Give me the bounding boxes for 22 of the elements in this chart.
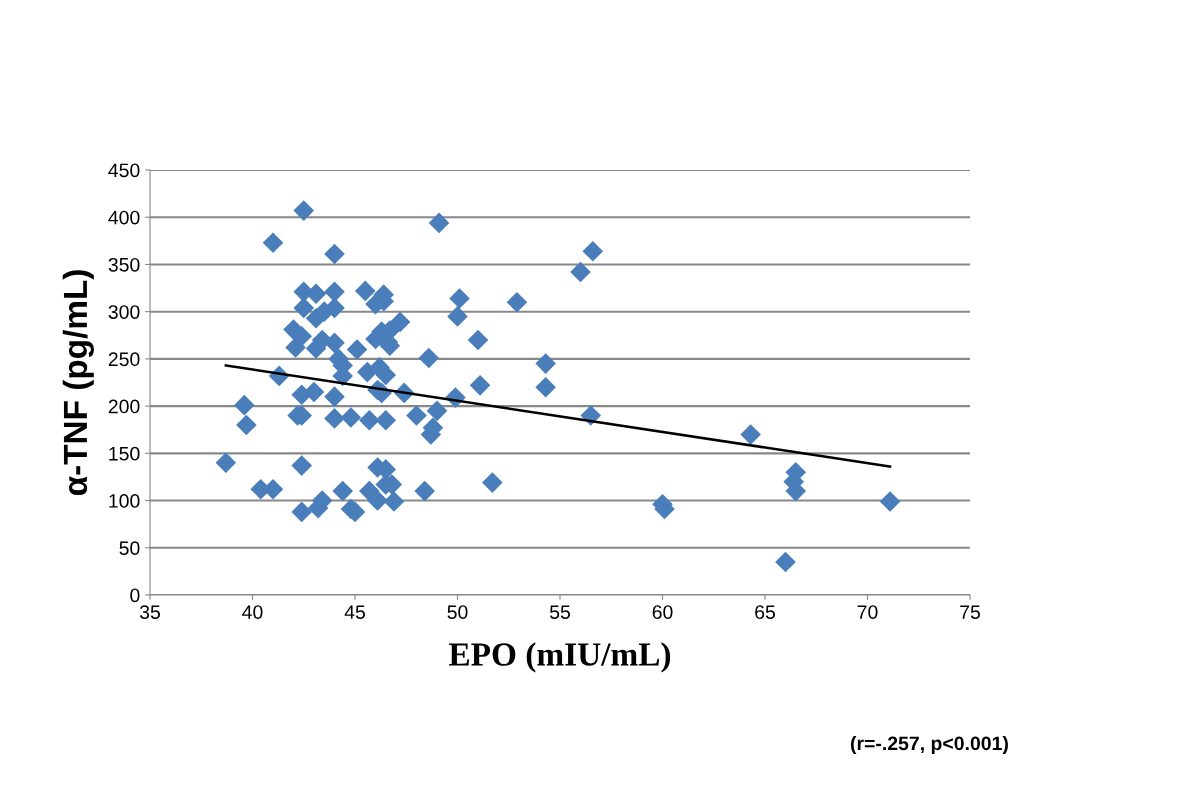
y-tick-label: 450 [108, 163, 140, 178]
y-tick-label: 400 [108, 210, 140, 225]
x-tick-label: 70 [857, 605, 878, 619]
x-tick-label: 65 [755, 605, 775, 619]
x-tick-label: 35 [139, 605, 160, 619]
y-axis-title: α-TNF (pg/mL) [62, 270, 94, 496]
y-tick-label: 50 [119, 541, 140, 556]
x-tick-label: 45 [344, 605, 365, 619]
y-tick-label: 150 [109, 446, 140, 461]
y-tick-label: 100 [109, 494, 140, 508]
y-tick-label: 200 [108, 399, 140, 414]
text: (r=-.257, p<0.001) [850, 735, 1008, 755]
x-tick-label: 75 [960, 605, 980, 619]
y-tick-label: 350 [108, 257, 140, 272]
x-tick-label: 50 [447, 605, 468, 619]
y-tick-label: 250 [108, 352, 140, 367]
x-tick-label: 60 [652, 605, 673, 619]
x-tick-label: 40 [242, 605, 263, 619]
y-tick-label: 300 [108, 305, 140, 319]
x-axis-title: EPO (mIU/mL) [449, 642, 671, 673]
x-tick-label: 55 [549, 605, 570, 619]
y-tick-label: 0 [130, 588, 140, 603]
